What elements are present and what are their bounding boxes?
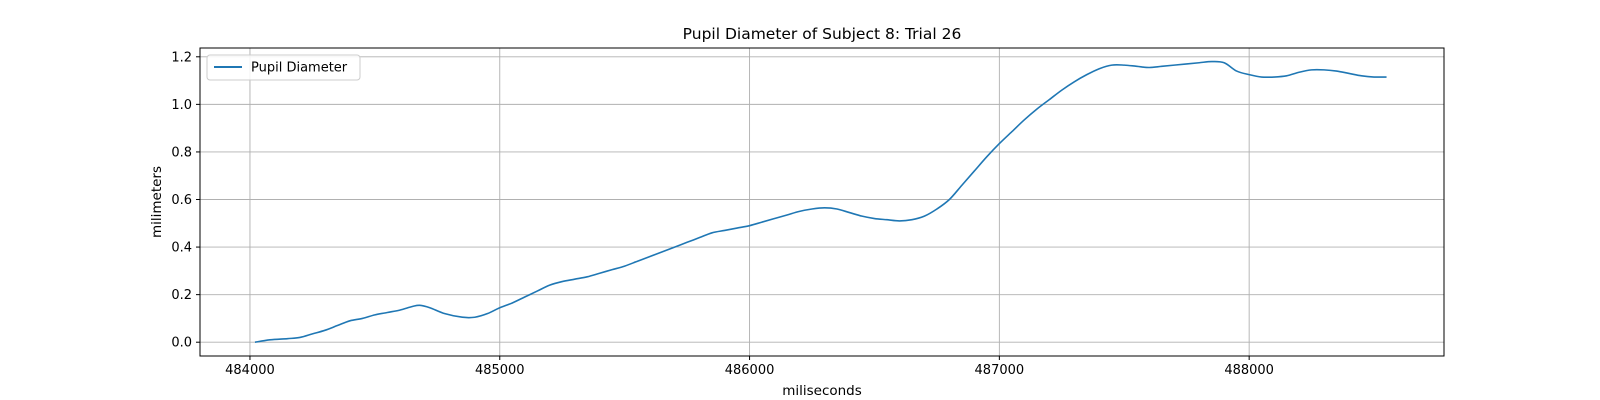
y-tick-label: 0.8 <box>171 145 192 160</box>
x-axis-label: miliseconds <box>782 383 862 399</box>
grid-layer <box>200 48 1444 356</box>
x-tick-label: 485000 <box>475 363 525 378</box>
y-tick-label: 1.0 <box>171 98 192 113</box>
x-tick-label: 487000 <box>975 363 1025 378</box>
chart-title: Pupil Diameter of Subject 8: Trial 26 <box>683 25 962 43</box>
x-tick-label: 488000 <box>1224 363 1274 378</box>
legend-label-pupil-diameter: Pupil Diameter <box>251 61 348 76</box>
legend-box <box>206 54 361 81</box>
plot-frame <box>199 47 1445 357</box>
y-axis-label: milimeters <box>149 166 165 238</box>
y-tick-label: 0.4 <box>171 241 192 256</box>
series-layer <box>254 60 1387 343</box>
x-tick-label: 484000 <box>225 363 275 378</box>
y-tick-label: 0.6 <box>171 193 192 208</box>
y-tick-label: 0.0 <box>171 336 192 351</box>
x-tick-label: 486000 <box>725 363 775 378</box>
tick-layer: 484000 485000 486000 487000 488000 0.0 0.2 0.4 0… <box>171 50 1274 378</box>
legend: Pupil Diameter <box>206 54 361 81</box>
y-tick-label: 0.2 <box>171 288 192 303</box>
y-tick-label: 1.2 <box>171 50 192 65</box>
series-line-pupil-diameter <box>254 60 1387 343</box>
